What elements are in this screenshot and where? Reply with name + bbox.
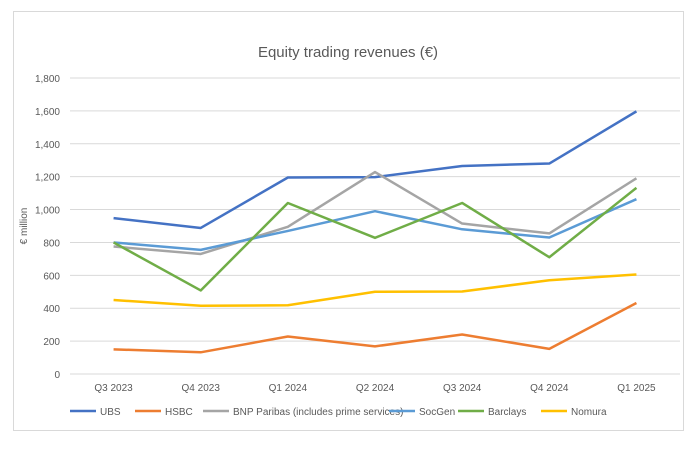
x-tick-label: Q4 2023: [182, 383, 221, 394]
x-tick-label: Q3 2024: [443, 383, 482, 394]
series-line-nomura: [113, 273, 637, 308]
legend-item: Barclays: [458, 407, 526, 418]
y-tick-label: 0: [54, 370, 60, 381]
chart-title: Equity trading revenues (€): [258, 44, 438, 61]
y-tick-label: 1,800: [35, 74, 60, 85]
y-tick-label: 600: [43, 271, 60, 282]
legend-item: SocGen: [389, 407, 455, 418]
legend-item: BNP Paribas (includes prime services): [203, 407, 403, 418]
y-axis-title: € million: [19, 208, 30, 245]
y-tick-label: 1,200: [35, 173, 60, 184]
x-tick-label: Q2 2024: [356, 383, 395, 394]
series-line-bnp: [113, 170, 638, 256]
y-tick-label: 1,600: [35, 107, 60, 118]
x-tick-label: Q3 2023: [94, 383, 133, 394]
series-line-hsbc: [113, 301, 638, 354]
legend-label: HSBC: [165, 407, 193, 418]
y-tick-label: 1,400: [35, 140, 60, 151]
legend-label: BNP Paribas (includes prime services): [233, 407, 403, 418]
legend-label: Nomura: [571, 407, 607, 418]
legend-item: Nomura: [541, 407, 607, 418]
x-tick-label: Q1 2024: [269, 383, 308, 394]
x-tick-label: Q4 2024: [530, 383, 569, 394]
y-tick-label: 400: [43, 304, 60, 315]
legend-label: Barclays: [488, 407, 526, 418]
x-tick-label: Q1 2025: [617, 383, 656, 394]
legend-label: UBS: [100, 407, 121, 418]
legend-item: HSBC: [135, 407, 193, 418]
y-tick-label: 1,000: [35, 206, 60, 217]
y-tick-label: 200: [43, 337, 60, 348]
legend-item: UBS: [70, 407, 121, 418]
y-tick-label: 800: [43, 238, 60, 249]
legend-label: SocGen: [419, 407, 455, 418]
chart-frame: [13, 11, 684, 431]
